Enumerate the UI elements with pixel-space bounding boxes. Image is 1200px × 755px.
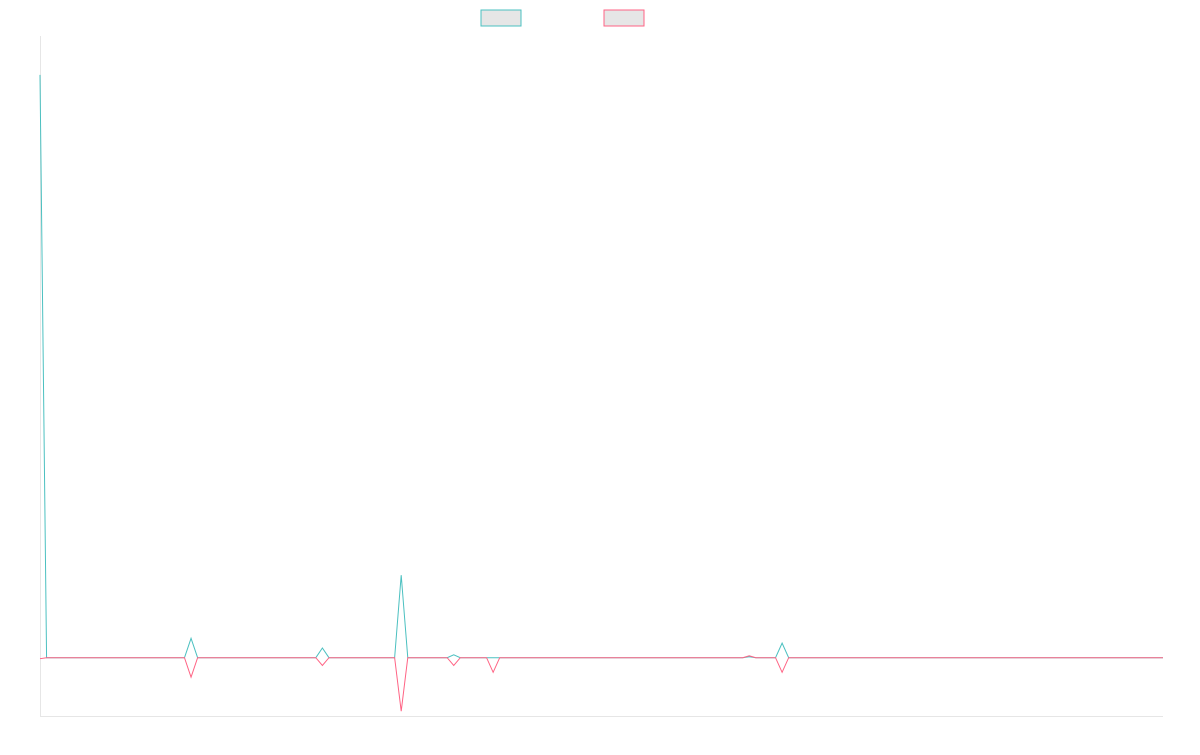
legend-swatch-series-1[interactable] (480, 9, 522, 27)
series-line-2[interactable] (39, 655, 1163, 712)
legend (480, 9, 645, 27)
axes (40, 36, 1163, 717)
series-line-1[interactable] (39, 74, 1163, 659)
legend-item-series-2[interactable] (603, 9, 645, 27)
legend-swatch-series-2[interactable] (603, 9, 645, 27)
legend-item-series-1[interactable] (480, 9, 522, 27)
series-layer (39, 74, 1163, 712)
